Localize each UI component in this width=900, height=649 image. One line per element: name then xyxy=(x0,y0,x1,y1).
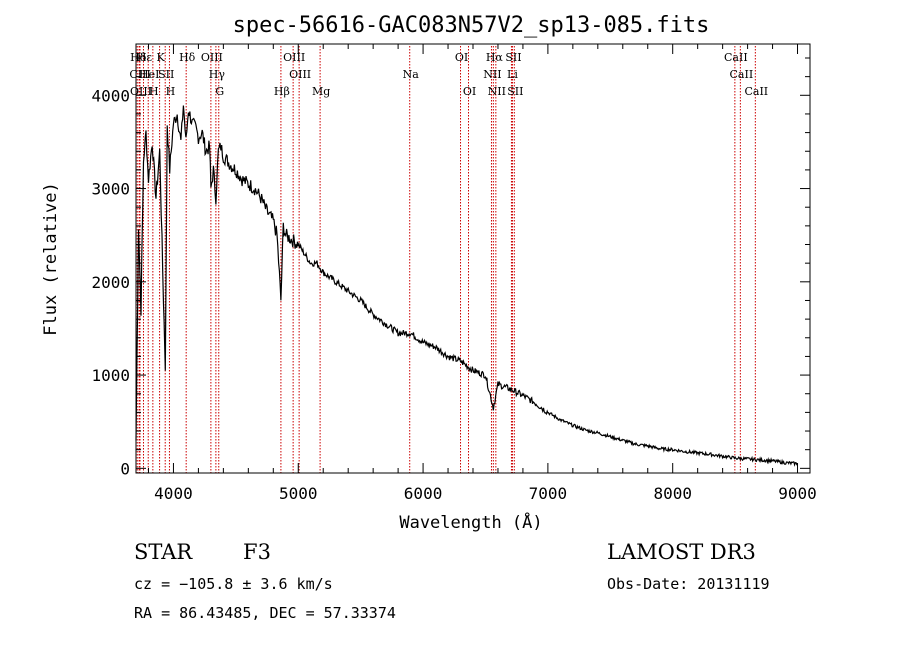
x-axis-tick-label: 4000 xyxy=(154,484,193,503)
object-subclass: F3 xyxy=(243,540,271,564)
spectral-line-label: Hγ xyxy=(209,68,226,81)
chart-title: spec-56616-GAC083N57V2_sp13-085.fits xyxy=(233,13,710,38)
spectral-line-label: Hδ xyxy=(179,51,196,64)
spectral-line-label: CaII xyxy=(724,51,748,64)
spectral-line-markers xyxy=(136,46,756,473)
axis-ticks: 4000 5000 6000 7000 8000 9000 0 1000 2000 3000 400… xyxy=(91,44,817,503)
spectral-line-label: Na xyxy=(403,68,420,81)
spectral-line-label: OI xyxy=(463,85,476,98)
y-axis-tick-label: 3000 xyxy=(91,180,130,199)
spectral-line-label: HeI xyxy=(139,68,159,81)
x-axis-tick-label: 7000 xyxy=(529,484,568,503)
spectral-line-label: OIII xyxy=(130,85,152,98)
redshift-cz: cz = −105.8 ± 3.6 km/s xyxy=(134,575,333,593)
plot-frame xyxy=(135,43,811,474)
y-axis-tick-label: 1000 xyxy=(91,366,130,385)
spectral-line-label: OI xyxy=(455,51,468,64)
y-axis-tick-label: 2000 xyxy=(91,273,130,292)
spectral-line-label: SII xyxy=(158,68,174,81)
spectral-line-label: OIII xyxy=(201,51,223,64)
spectral-line-label: CaII xyxy=(744,85,768,98)
spectral-line-label: CIII xyxy=(129,68,150,81)
spectral-line-label: Li xyxy=(507,68,518,81)
spectral-line-label: OIII xyxy=(283,51,305,64)
x-axis-tick-label: 8000 xyxy=(653,484,692,503)
ra-dec-coordinates: RA = 86.43485, DEC = 57.33374 xyxy=(134,604,396,622)
spectral-line-label: SII xyxy=(505,51,521,64)
spectral-line-label: K xyxy=(156,51,165,64)
y-axis-tick-label: 0 xyxy=(120,459,130,478)
spectral-line-label: H xyxy=(166,85,176,98)
flux-series-line xyxy=(135,105,798,467)
spectral-line-label: NII xyxy=(488,85,506,98)
spectral-line-label: CaII xyxy=(730,68,754,81)
spectral-line-label: H xyxy=(149,85,159,98)
object-class: STAR xyxy=(134,540,193,564)
spectral-line-label: G xyxy=(215,85,224,98)
y-axis-label: Flux (relative) xyxy=(41,182,61,336)
spectral-line-label: Hβ xyxy=(274,85,290,98)
survey-name: LAMOST DR3 xyxy=(607,540,756,564)
y-axis-tick-label: 4000 xyxy=(91,86,130,105)
observation-date: Obs-Date: 20131119 xyxy=(607,575,770,593)
spectral-line-label: Mg xyxy=(312,85,330,98)
spectral-line-label: SII xyxy=(507,85,523,98)
x-axis-tick-label: 6000 xyxy=(404,484,443,503)
spectral-line-label: Hα xyxy=(486,51,504,64)
x-axis-tick-label: 5000 xyxy=(279,484,318,503)
spectrum-chart: spec-56616-GAC083N57V2_sp13-085.fits Hδ C… xyxy=(41,13,817,533)
x-axis-label: Wavelength (Å) xyxy=(399,511,542,533)
spectral-line-label: NII xyxy=(483,68,501,81)
x-axis-tick-label: 9000 xyxy=(778,484,817,503)
spectral-line-label: Hε xyxy=(137,51,153,64)
spectral-line-label: OIII xyxy=(289,68,311,81)
